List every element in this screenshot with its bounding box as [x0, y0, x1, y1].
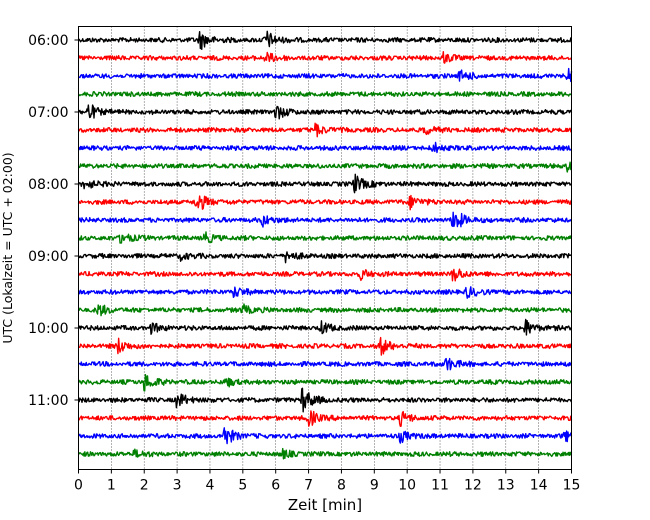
trace-1045	[78, 374, 572, 392]
y-tick-label-10:00: 10:00	[28, 321, 68, 337]
x-tick-label-15: 15	[563, 478, 581, 494]
trace-0600	[77, 30, 572, 50]
trace-layer	[77, 30, 573, 460]
trace-0815	[77, 194, 573, 211]
x-tick-label-14: 14	[530, 478, 548, 494]
x-tick-label-0: 0	[74, 478, 83, 494]
trace-0645	[78, 90, 572, 98]
trace-1000	[77, 318, 573, 336]
trace-0615	[78, 51, 573, 64]
x-tick-label-12: 12	[464, 478, 482, 494]
x-axis-ticks: 0 1 2 3 4 5 6 7 8 9 10 11 12 13 14 15	[74, 469, 581, 494]
trace-0745	[77, 161, 572, 173]
trace-0945	[78, 303, 572, 317]
x-tick-label-3: 3	[173, 478, 182, 494]
x-tick-label-2: 2	[140, 478, 149, 494]
y-tick-label-07:00: 07:00	[28, 105, 68, 121]
trace-0900	[77, 251, 572, 264]
x-tick-label-4: 4	[206, 478, 215, 494]
y-axis-label: UTC (Lokalzeit = UTC + 02:00)	[0, 152, 15, 343]
trace-1145	[78, 447, 573, 460]
y-tick-label-08:00: 08:00	[28, 177, 68, 193]
y-tick-label-11:00: 11:00	[28, 393, 68, 409]
plot-frame	[78, 26, 572, 470]
trace-0800	[77, 173, 572, 194]
x-tick-label-10: 10	[398, 478, 416, 494]
x-tick-label-1: 1	[107, 478, 116, 494]
x-tick-label-7: 7	[304, 478, 313, 494]
y-tick-label-06:00: 06:00	[28, 33, 68, 49]
x-tick-label-5: 5	[238, 478, 247, 494]
trace-1030	[78, 357, 573, 371]
x-axis-label: Zeit [min]	[288, 496, 362, 514]
trace-0830	[77, 211, 573, 228]
x-tick-label-11: 11	[431, 478, 449, 494]
trace-0915	[78, 268, 572, 282]
x-tick-label-8: 8	[337, 478, 346, 494]
trace-0845	[77, 231, 573, 244]
trace-1015	[78, 336, 572, 356]
trace-0930	[78, 286, 573, 299]
trace-1115	[78, 410, 573, 428]
trace-1100	[78, 387, 573, 413]
x-tick-label-6: 6	[271, 478, 280, 494]
trace-0630	[78, 67, 573, 83]
y-axis-ticks: 06:00 07:00 08:00 09:00 10:00 11:00	[28, 33, 79, 409]
trace-0730	[77, 141, 573, 154]
trace-0715	[77, 122, 573, 138]
y-tick-label-09:00: 09:00	[28, 249, 68, 265]
x-tick-label-9: 9	[370, 478, 379, 494]
trace-1130	[77, 427, 573, 445]
trace-0700	[77, 104, 573, 120]
x-tick-label-13: 13	[497, 478, 515, 494]
